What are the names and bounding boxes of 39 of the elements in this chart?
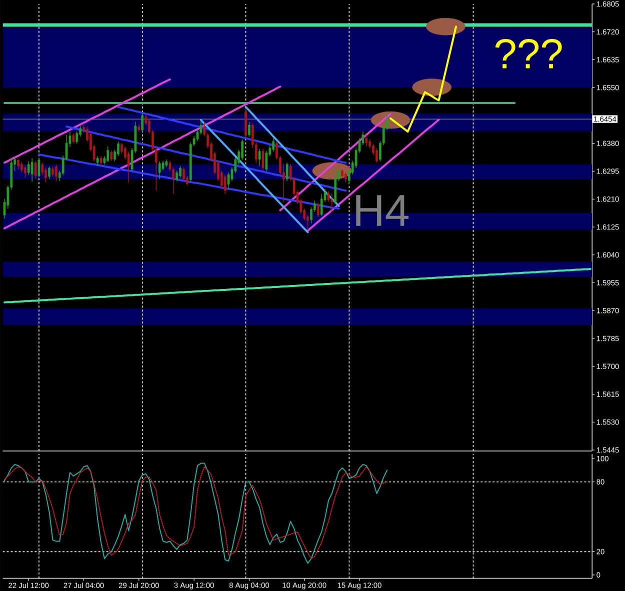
annotation: ???: [495, 38, 562, 68]
candlestick: [248, 121, 250, 137]
candlestick: [30, 158, 34, 182]
candlestick: [154, 147, 158, 191]
candlestick: [262, 148, 264, 172]
candlestick: [286, 162, 288, 182]
candlestick: [182, 166, 185, 182]
candlestick: [38, 157, 40, 178]
candlestick: [34, 160, 37, 179]
candlestick: [20, 162, 23, 173]
candlestick: [17, 158, 20, 170]
candlestick: [320, 193, 323, 216]
candlestick: [176, 170, 178, 182]
candlestick: [24, 164, 26, 178]
candlestick: [376, 148, 378, 163]
candlestick: [52, 166, 54, 177]
candlestick: [48, 166, 50, 180]
candlestick: [310, 206, 312, 224]
candlestick: [106, 146, 110, 162]
candlestick: [120, 142, 123, 154]
candlestick: [224, 174, 226, 194]
candlestick: [258, 148, 261, 166]
candlestick: [96, 156, 99, 166]
candlestick: [76, 130, 78, 144]
candlestick: [316, 202, 320, 218]
candlestick: [158, 160, 161, 180]
candlestick: [365, 134, 368, 146]
candlestick: [117, 140, 120, 156]
candlestick: [330, 193, 334, 212]
candlestick: [244, 108, 247, 137]
candlestick: [272, 138, 275, 152]
candlestick: [55, 164, 58, 182]
candlestick: [72, 132, 75, 144]
candlestick: [110, 150, 113, 162]
candlestick: [141, 112, 144, 132]
candlestick: [179, 165, 182, 178]
candlestick: [27, 160, 30, 176]
candlestick: [344, 172, 347, 183]
candlestick: [241, 138, 244, 160]
